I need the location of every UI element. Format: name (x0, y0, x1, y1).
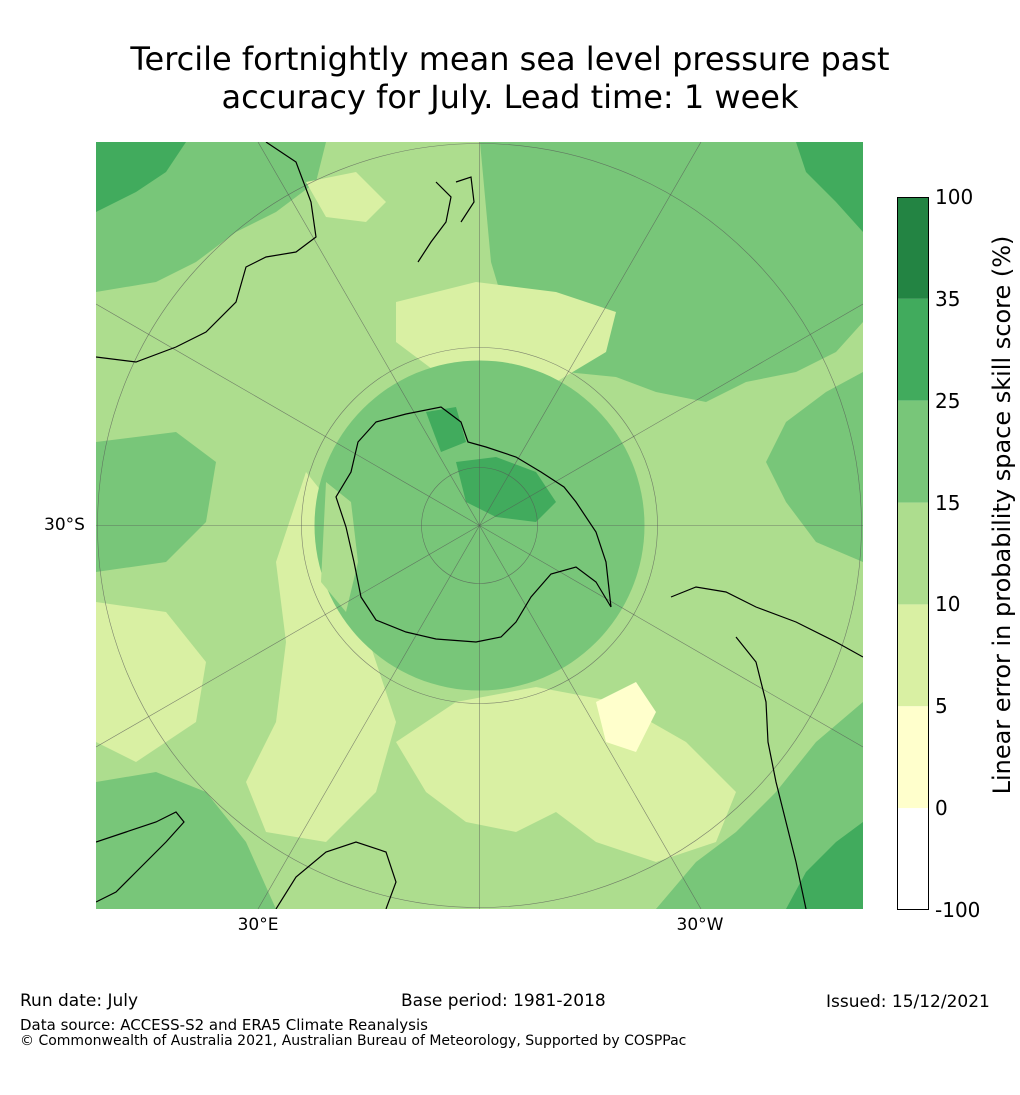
data-source: Data source: ACCESS-S2 and ERA5 Climate … (20, 1016, 428, 1034)
score-region-15-25-southwest (96, 772, 276, 909)
map-title: Tercile fortnightly mean sea level press… (0, 40, 1020, 116)
colorbar-label: Linear error in probability space skill … (988, 235, 1016, 795)
colorbar-tick-label: 25 (935, 388, 961, 413)
score-region-15-25-west (96, 432, 216, 572)
colorbar-tick-label: 15 (935, 490, 961, 515)
score-region-5-10-south (396, 687, 736, 862)
colorbar-tick-label: 10 (935, 592, 961, 617)
colorbar-tick-label: 0 (935, 796, 948, 821)
score-region-5-10-north (396, 282, 616, 387)
colorbar-tick-label: 35 (935, 286, 961, 311)
score-region-25-35-antarctic (456, 457, 556, 522)
colorbar-frame (897, 197, 929, 910)
new-zealand-outline (417, 176, 475, 263)
colorbar-bin-10-to-15 (897, 502, 929, 605)
copyright: © Commonwealth of Australia 2021, Austra… (20, 1033, 687, 1049)
lat-label-30s: 30°S (44, 515, 85, 535)
antarctica-outline (335, 406, 612, 643)
colorbar-bin-0-to-5 (897, 706, 929, 809)
graticule (96, 142, 863, 909)
lon-label-30e: 30°E (237, 915, 279, 935)
score-region-5-10-southwest-band (246, 472, 396, 842)
issued-date: Issued: 15/12/2021 (826, 992, 990, 1012)
map-title-line-1: Tercile fortnightly mean sea level press… (130, 40, 890, 78)
score-region-5-10-inner-gap (321, 482, 358, 612)
africa-outline (96, 811, 397, 909)
score-region-15-25-east (766, 372, 863, 562)
colorbar (897, 197, 929, 910)
score-region-0-5-southeast (596, 682, 656, 752)
base-period: Base period: 1981-2018 (401, 991, 606, 1011)
score-region-25-35-northwest (96, 142, 186, 212)
colorbar-bin--100-to-0 (897, 808, 929, 910)
score-region-25-35-southeast (786, 822, 863, 909)
colorbar-bin-15-to-25 (897, 400, 929, 503)
score-region-5-10-west (96, 602, 206, 762)
australia-outline (96, 142, 317, 363)
score-region-5-10-northwest (306, 172, 386, 222)
colorbar-bin-5-to-10 (897, 604, 929, 707)
colorbar-tick-label: -100 (935, 898, 981, 922)
coastlines (96, 142, 863, 909)
lon-label-30w: 30°W (676, 915, 724, 935)
run-date: Run date: July (20, 991, 139, 1011)
colorbar-bin-35-to-100 (897, 197, 929, 299)
map-title-line-2: accuracy for July. Lead time: 1 week (221, 78, 799, 116)
south-america-outline (670, 586, 863, 909)
colorbar-bin-25-to-35 (897, 298, 929, 401)
score-region-25-35-northeast (796, 142, 863, 232)
score-region-15-25-southeast (656, 702, 863, 909)
skill-score-map (96, 142, 863, 909)
colorbar-tick-label: 5 (935, 694, 948, 719)
colorbar-tick-label: 100 (935, 185, 974, 209)
